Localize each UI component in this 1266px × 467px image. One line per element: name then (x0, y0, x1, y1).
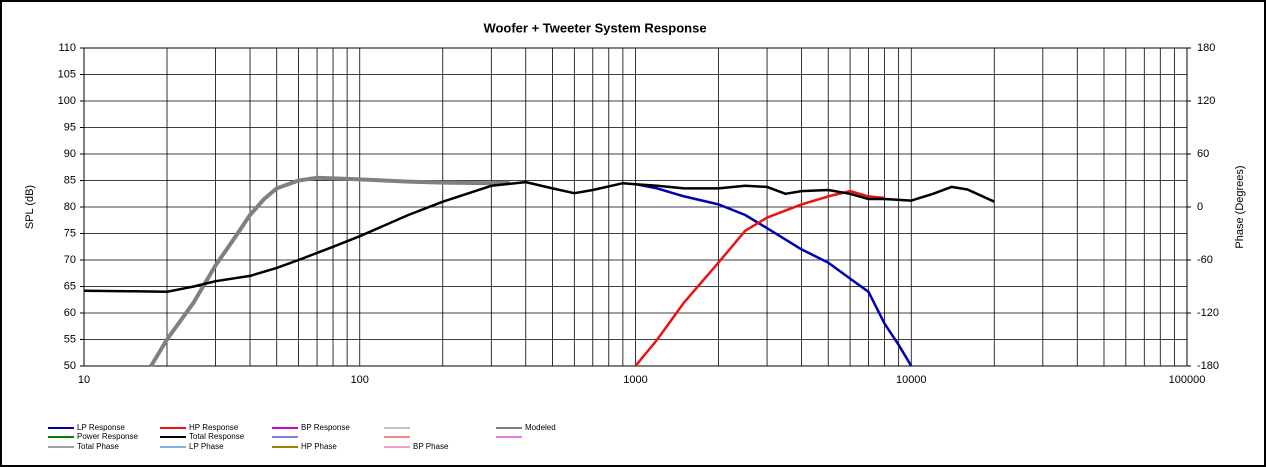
y2-tick-label: 120 (1197, 95, 1215, 107)
y-tick-label: 75 (64, 227, 76, 239)
legend-label: Power Response (77, 432, 138, 441)
y2-tick-label: 60 (1197, 148, 1209, 160)
y-tick-label: 55 (64, 333, 76, 345)
y2-tick-label: -120 (1197, 307, 1219, 319)
y-tick-label: 90 (64, 148, 76, 160)
y2-tick-label: 180 (1197, 42, 1215, 54)
y2-tick-label: 0 (1197, 201, 1203, 213)
legend-label: LP Phase (189, 442, 224, 451)
y-tick-label: 95 (64, 121, 76, 133)
y2-tick-label: -60 (1197, 254, 1213, 266)
y-tick-label: 100 (58, 95, 76, 107)
y-tick-label: 80 (64, 201, 76, 213)
y2-tick-label: -180 (1197, 360, 1219, 372)
y-tick-label: 85 (64, 174, 76, 186)
y-axis-label: SPL (dB) (24, 185, 36, 229)
legend-label: BP Response (301, 423, 350, 432)
y-tick-label: 50 (64, 360, 76, 372)
x-tick-label: 1000 (623, 374, 647, 386)
chart-title: Woofer + Tweeter System Response (483, 20, 706, 35)
legend-label: HP Phase (301, 442, 337, 451)
series-line (83, 180, 995, 294)
series-line (635, 182, 913, 367)
y-tick-label: 110 (58, 42, 76, 54)
x-tick-label: 100 (351, 374, 369, 386)
series-line (149, 175, 510, 368)
x-tick-label: 10000 (896, 374, 927, 386)
y-tick-label: 65 (64, 280, 76, 292)
legend-label: BP Phase (413, 442, 449, 451)
legend-label: Modeled (525, 423, 556, 432)
y-tick-label: 105 (58, 68, 76, 80)
x-tick-label: 10 (78, 374, 90, 386)
legend-label: Total Response (189, 432, 245, 441)
legend-label: Total Phase (77, 442, 119, 451)
y-tick-label: 60 (64, 307, 76, 319)
y-tick-label: 70 (64, 254, 76, 266)
legend-label: HP Response (189, 423, 239, 432)
y2-axis-label: Phase (Degrees) (1234, 165, 1246, 248)
legend-label: LP Response (77, 423, 125, 432)
x-tick-label: 100000 (1169, 374, 1206, 386)
series-line (634, 189, 885, 367)
